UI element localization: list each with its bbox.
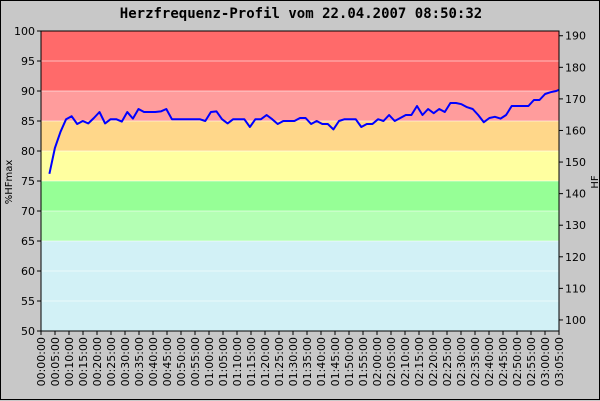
series-layer (48, 88, 560, 175)
y-axis-left-label: %HFmax (4, 160, 15, 205)
x-tick-label: 01:00:00 (203, 337, 216, 386)
x-tick-label: 02:40:00 (483, 337, 496, 386)
x-tick-label: 00:05:00 (49, 337, 62, 386)
x-tick-label: 01:50:00 (343, 337, 356, 386)
x-tick-label: 01:25:00 (273, 337, 286, 386)
x-tick-label: 00:55:00 (189, 337, 202, 386)
chart-title: Herzfrequenz-Profil vom 22.04.2007 08:50… (120, 6, 482, 22)
right-tick-label: 100 (565, 314, 586, 327)
x-tick-label: 01:30:00 (287, 337, 300, 386)
x-tick-label: 02:35:00 (469, 337, 482, 386)
x-tick-label: 01:40:00 (315, 337, 328, 386)
x-tick-label: 00:40:00 (147, 337, 160, 386)
right-tick-label: 190 (565, 30, 586, 43)
left-tick-label: 80 (21, 145, 35, 158)
x-tick-label: 01:35:00 (301, 337, 314, 386)
right-tick-label: 110 (565, 282, 586, 295)
zone-band-1 (41, 211, 559, 241)
zone-band-4 (41, 121, 559, 151)
zone-band-0 (41, 241, 559, 331)
y-axis-right-label: HF (590, 175, 600, 189)
x-tick-label: 00:45:00 (161, 337, 174, 386)
zone-bands (41, 31, 559, 331)
left-tick-label: 60 (21, 265, 35, 278)
zone-band-5 (41, 91, 559, 121)
x-tick-label: 01:05:00 (217, 337, 230, 386)
series-line-0 (48, 88, 560, 175)
x-tick-label: 02:10:00 (399, 337, 412, 386)
x-tick-label: 01:45:00 (329, 337, 342, 386)
x-tick-label: 00:30:00 (119, 337, 132, 386)
left-tick-label: 75 (21, 175, 35, 188)
left-tick-label: 70 (21, 205, 35, 218)
left-tick-label: 100 (14, 25, 35, 38)
x-tick-label: 01:55:00 (357, 337, 370, 386)
left-tick-label: 90 (21, 85, 35, 98)
x-tick-label: 01:20:00 (259, 337, 272, 386)
x-tick-label: 00:35:00 (133, 337, 146, 386)
x-tick-label: 00:50:00 (175, 337, 188, 386)
x-tick-label: 02:45:00 (497, 337, 510, 386)
left-tick-label: 95 (21, 55, 35, 68)
x-tick-label: 00:15:00 (77, 337, 90, 386)
x-tick-label: 01:15:00 (245, 337, 258, 386)
left-tick-label: 55 (21, 295, 35, 308)
x-tick-label: 00:25:00 (105, 337, 118, 386)
x-tick-label: 02:00:00 (371, 337, 384, 386)
right-tick-label: 160 (565, 124, 586, 137)
x-tick-label: 00:00:00 (35, 337, 48, 386)
x-axis-ticks: 00:00:00 00:05:00 00:10:00 00:15:00 00:20:00… (35, 331, 566, 386)
zone-band-2 (41, 181, 559, 211)
x-tick-label: 02:05:00 (385, 337, 398, 386)
zone-band-3 (41, 151, 559, 181)
x-tick-label: 01:10:00 (231, 337, 244, 386)
x-tick-label: 02:20:00 (427, 337, 440, 386)
right-tick-label: 170 (565, 93, 586, 106)
right-tick-label: 120 (565, 251, 586, 264)
x-tick-label: 03:05:00 (553, 337, 566, 386)
x-tick-label: 02:50:00 (511, 337, 524, 386)
x-tick-label: 02:15:00 (413, 337, 426, 386)
x-tick-label: 02:25:00 (441, 337, 454, 386)
right-tick-label: 140 (565, 188, 586, 201)
right-tick-label: 180 (565, 61, 586, 74)
x-tick-label: 02:30:00 (455, 337, 468, 386)
right-tick-label: 130 (565, 219, 586, 232)
x-tick-label: 02:55:00 (525, 337, 538, 386)
left-tick-label: 85 (21, 115, 35, 128)
left-axis-ticks: 50 55 60 65 70 75 80 85 90 95 100 (14, 25, 41, 338)
left-tick-label: 65 (21, 235, 35, 248)
x-tick-label: 00:10:00 (63, 337, 76, 386)
x-tick-label: 03:00:00 (539, 337, 552, 386)
right-tick-label: 150 (565, 156, 586, 169)
left-tick-label: 50 (21, 325, 35, 338)
x-tick-label: 00:20:00 (91, 337, 104, 386)
right-axis-ticks: 100 110 120 130 140 150 160 170 180 190 (559, 30, 586, 327)
